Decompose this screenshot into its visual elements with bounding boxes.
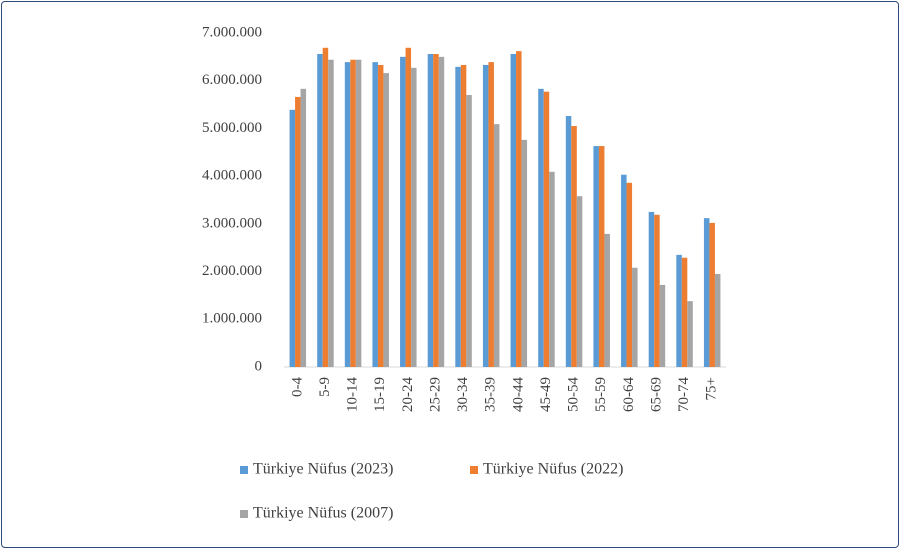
bar bbox=[676, 254, 682, 367]
x-tick-label: 10-14 bbox=[345, 377, 361, 412]
bar bbox=[322, 47, 329, 367]
bar bbox=[538, 88, 544, 367]
bar bbox=[654, 214, 660, 367]
bar bbox=[709, 222, 715, 367]
bar bbox=[488, 62, 494, 367]
legend-swatch bbox=[470, 466, 478, 474]
bar bbox=[621, 174, 627, 367]
legend-swatch bbox=[240, 510, 248, 518]
bar bbox=[383, 73, 389, 367]
bar bbox=[571, 126, 577, 368]
bar bbox=[659, 284, 666, 367]
bar bbox=[427, 53, 434, 367]
bar bbox=[460, 64, 467, 368]
y-tick-label: 1.000.000 bbox=[202, 311, 262, 327]
bar bbox=[433, 53, 439, 367]
y-tick-label: 6.000.000 bbox=[202, 72, 262, 88]
bar bbox=[355, 59, 362, 367]
bar bbox=[598, 146, 605, 367]
x-tick-label: 45-49 bbox=[538, 377, 554, 412]
bar bbox=[400, 56, 406, 367]
y-tick-label: 7.000.000 bbox=[202, 24, 262, 40]
bar bbox=[377, 64, 384, 368]
legend-label: Türkiye Nüfus (2023) bbox=[253, 461, 393, 478]
bar bbox=[372, 62, 378, 367]
x-tick-label: 55-59 bbox=[593, 377, 609, 412]
bar bbox=[703, 218, 710, 367]
bar bbox=[493, 124, 500, 368]
bar bbox=[466, 95, 472, 368]
bar bbox=[543, 91, 550, 367]
legend-swatch bbox=[240, 466, 248, 474]
bar bbox=[626, 182, 633, 367]
legend-label: Türkiye Nüfus (2007) bbox=[253, 505, 393, 522]
bar bbox=[482, 64, 489, 368]
bar bbox=[438, 56, 445, 367]
bar bbox=[681, 257, 688, 367]
x-tick-label: 65-69 bbox=[648, 377, 664, 412]
y-tick-label: 0 bbox=[255, 358, 263, 374]
x-tick-label: 0-4 bbox=[289, 377, 305, 397]
x-tick-label: 40-44 bbox=[510, 377, 526, 412]
bar bbox=[455, 66, 461, 368]
x-tick-label: 30-34 bbox=[455, 377, 471, 412]
bar bbox=[295, 96, 301, 368]
bar bbox=[632, 267, 638, 367]
bar bbox=[604, 233, 610, 367]
bar bbox=[516, 51, 522, 367]
bar bbox=[317, 53, 323, 367]
bar bbox=[350, 59, 356, 367]
x-tick-label: 35-39 bbox=[483, 377, 499, 412]
x-tick-label: 60-64 bbox=[621, 377, 637, 412]
bar bbox=[576, 196, 583, 367]
bar bbox=[510, 53, 517, 367]
y-tick-label: 3.000.000 bbox=[202, 215, 262, 231]
bar bbox=[565, 116, 572, 367]
y-tick-label: 5.000.000 bbox=[202, 120, 262, 136]
x-tick-label: 50-54 bbox=[566, 377, 582, 412]
x-tick-label: 20-24 bbox=[400, 377, 416, 412]
bar bbox=[328, 59, 334, 367]
x-tick-label: 5-9 bbox=[317, 377, 333, 397]
bar bbox=[593, 146, 599, 367]
bar bbox=[411, 67, 417, 368]
x-tick-label: 70-74 bbox=[676, 377, 692, 412]
bar bbox=[405, 47, 412, 367]
y-tick-label: 4.000.000 bbox=[202, 168, 262, 184]
bar bbox=[549, 171, 555, 367]
x-tick-label: 15-19 bbox=[372, 377, 388, 412]
x-tick-label: 75+ bbox=[704, 377, 720, 400]
bar bbox=[521, 139, 528, 367]
x-tick-label: 25-29 bbox=[427, 377, 443, 412]
legend-label: Türkiye Nüfus (2022) bbox=[483, 461, 623, 478]
bar bbox=[289, 109, 296, 367]
bar bbox=[648, 211, 655, 367]
bar bbox=[687, 301, 693, 367]
bar bbox=[344, 62, 351, 367]
y-tick-label: 2.000.000 bbox=[202, 263, 262, 279]
bar bbox=[714, 273, 721, 367]
bar bbox=[300, 88, 307, 367]
